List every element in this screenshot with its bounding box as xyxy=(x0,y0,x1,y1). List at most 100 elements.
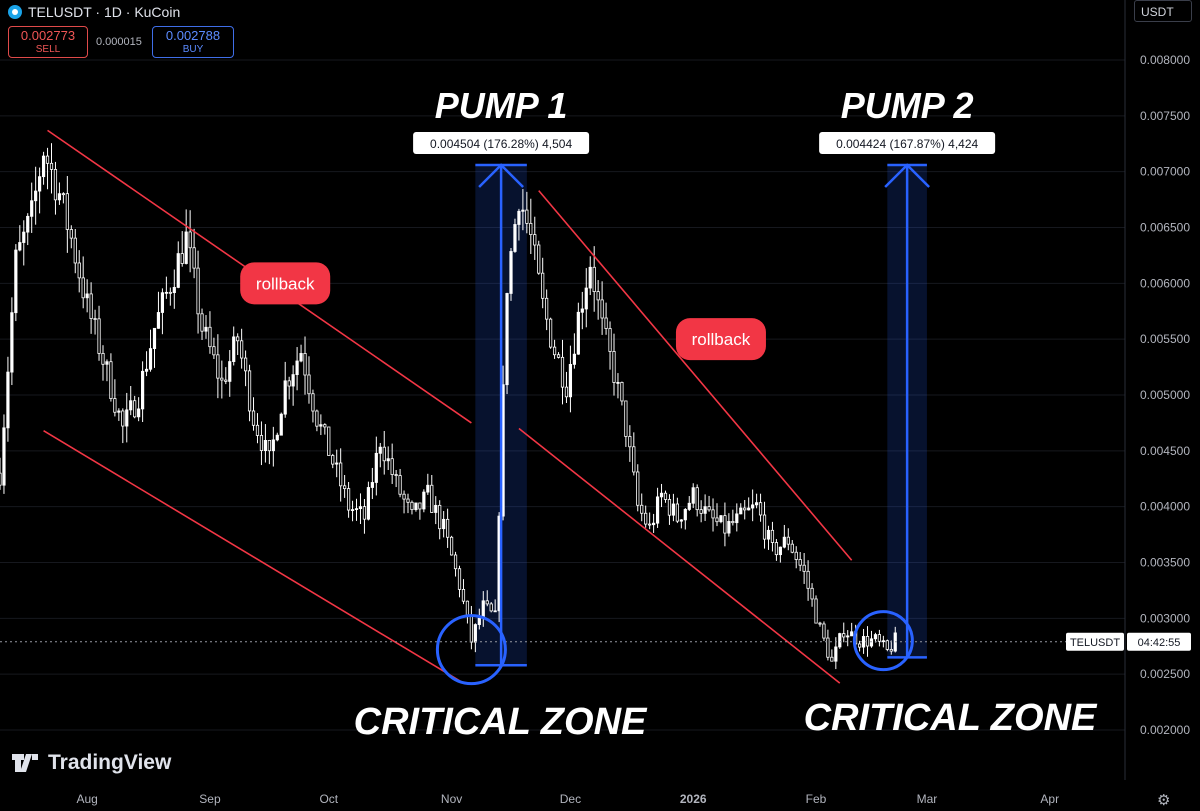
candle-body xyxy=(537,244,541,274)
candle-body xyxy=(192,247,196,269)
candle-body xyxy=(758,502,763,516)
candle-body xyxy=(438,504,442,530)
candle xyxy=(291,365,295,406)
candle xyxy=(743,499,747,520)
sell-button[interactable]: 0.002773 SELL xyxy=(8,26,88,58)
candle-body xyxy=(196,267,200,315)
candle xyxy=(382,430,386,475)
critical-zone-1-circle[interactable] xyxy=(435,614,507,686)
candle xyxy=(208,311,212,354)
candle-body xyxy=(612,351,616,383)
candle xyxy=(410,500,414,515)
channel-1-lower[interactable] xyxy=(43,430,464,684)
channel-2-lower[interactable] xyxy=(518,427,841,684)
x-tick-label: Dec xyxy=(560,792,581,806)
measure-arrows[interactable]: TELUSDT 04:42:55 0.004504 (176.28%) 4,504 0… xyxy=(0,131,1191,667)
candle-body xyxy=(311,393,315,412)
candle-body xyxy=(655,496,660,524)
candle-body xyxy=(449,536,454,556)
candle-body xyxy=(426,484,430,493)
y-tick-label: 0.004000 xyxy=(1140,500,1190,514)
candle-body xyxy=(188,231,192,249)
candle xyxy=(398,468,402,498)
critical-zone-2-circle[interactable] xyxy=(852,610,914,672)
candle xyxy=(438,500,442,540)
candle xyxy=(751,489,755,522)
candle-body xyxy=(774,542,779,556)
candle xyxy=(426,473,430,495)
settings-gear-icon[interactable]: ⚙ xyxy=(1157,792,1171,809)
candle-body xyxy=(604,317,608,329)
candle xyxy=(584,268,588,328)
candle-body xyxy=(287,380,291,387)
candle-body xyxy=(541,272,545,299)
candle-body xyxy=(477,617,481,625)
candle xyxy=(747,497,751,511)
candle xyxy=(449,535,454,556)
candle-body xyxy=(414,502,418,511)
candle-body xyxy=(857,643,862,648)
y-tick-label: 0.005500 xyxy=(1140,332,1190,346)
candle-body xyxy=(267,439,271,452)
candle-body xyxy=(22,231,26,243)
candle xyxy=(243,350,248,387)
candle xyxy=(160,288,165,335)
rollback-2-bubble[interactable] xyxy=(675,318,766,361)
candle xyxy=(568,345,573,413)
candle xyxy=(608,321,612,370)
candle xyxy=(430,474,434,513)
candle xyxy=(133,395,137,419)
candle-body xyxy=(41,155,46,178)
pump-2-label: 0.004424 (167.87%) 4,424 xyxy=(836,137,978,151)
candle xyxy=(600,281,604,335)
candle-body xyxy=(529,222,533,236)
candle-body xyxy=(410,501,414,511)
candle xyxy=(806,560,810,601)
candle xyxy=(885,639,889,652)
candle xyxy=(176,241,180,289)
y-tick-label: 0.007500 xyxy=(1140,109,1190,123)
pump-1-label-box xyxy=(413,131,590,154)
candle-body xyxy=(125,409,129,427)
trendlines[interactable] xyxy=(43,129,853,684)
currency-selector[interactable]: USDT xyxy=(1134,0,1192,22)
candle xyxy=(865,626,870,657)
candle xyxy=(679,519,683,529)
candle xyxy=(85,279,89,313)
candle xyxy=(386,446,390,471)
candle-body xyxy=(489,603,493,612)
candle-body xyxy=(762,514,767,540)
candle-body xyxy=(608,328,612,352)
candle xyxy=(889,640,893,655)
candle-body xyxy=(865,636,870,647)
candle xyxy=(493,599,497,613)
candle-body xyxy=(838,633,842,648)
buy-button[interactable]: 0.002788 BUY xyxy=(152,26,234,58)
candle xyxy=(545,289,549,331)
candle-body xyxy=(101,353,105,365)
candle-body xyxy=(675,503,679,522)
candle-body xyxy=(85,293,89,299)
candle xyxy=(327,426,331,456)
x-tick-label: Aug xyxy=(76,792,97,806)
symbol-header[interactable]: TELUSDT · 1D · KuCoin xyxy=(8,2,180,22)
candle xyxy=(525,191,529,234)
candle-body xyxy=(430,484,434,513)
candle xyxy=(267,439,271,465)
candle-body xyxy=(747,507,751,511)
candle-body xyxy=(850,631,854,637)
candle xyxy=(655,487,660,528)
candle-body xyxy=(339,462,343,487)
candle-body xyxy=(842,633,846,638)
candle xyxy=(735,503,739,532)
rollback-1-bubble[interactable] xyxy=(240,262,331,305)
candle xyxy=(335,449,339,478)
annotations[interactable]: PUMP 1 PUMP 2 rollback rollback CRITICAL ZON… xyxy=(240,85,1098,743)
candle-body xyxy=(442,518,446,530)
channel-2-upper[interactable] xyxy=(538,190,853,561)
candle xyxy=(644,505,648,528)
candle-body xyxy=(255,424,260,436)
candle-body xyxy=(695,487,699,511)
candle xyxy=(509,247,513,301)
